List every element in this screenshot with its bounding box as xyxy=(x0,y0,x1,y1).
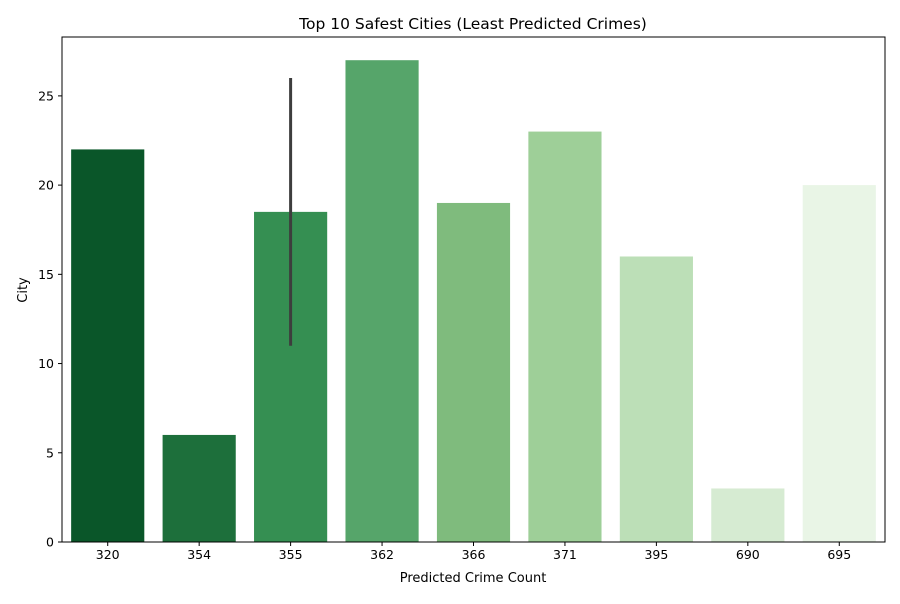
bar-354 xyxy=(162,434,236,542)
bar-395 xyxy=(619,256,693,542)
x-tick-label-395: 395 xyxy=(644,547,668,562)
chart-title: Top 10 Safest Cities (Least Predicted Cr… xyxy=(298,15,647,33)
x-tick-label-695: 695 xyxy=(827,547,851,562)
x-tick-label-690: 690 xyxy=(736,547,760,562)
y-tick-label-10: 10 xyxy=(38,356,54,371)
y-tick-label-15: 15 xyxy=(38,267,54,282)
y-axis-ticks: 0 5 10 15 20 25 xyxy=(38,88,62,550)
bar-366 xyxy=(436,202,511,542)
x-tick-label-320: 320 xyxy=(96,547,120,562)
x-tick-label-354: 354 xyxy=(187,547,211,562)
bar-690 xyxy=(711,488,785,542)
x-tick-label-366: 366 xyxy=(462,547,486,562)
x-axis-label: Predicted Crime Count xyxy=(400,571,547,586)
bars-group xyxy=(71,60,876,543)
x-tick-label-371: 371 xyxy=(553,547,577,562)
x-axis-ticks: 320 354 355 362 366 371 395 690 695 xyxy=(96,542,851,562)
x-tick-label-362: 362 xyxy=(370,547,394,562)
x-tick-label-355: 355 xyxy=(279,547,303,562)
y-tick-label-5: 5 xyxy=(46,445,54,460)
y-tick-label-0: 0 xyxy=(46,535,54,550)
bar-362 xyxy=(345,60,419,543)
y-axis-label: City xyxy=(16,277,31,303)
bar-695 xyxy=(802,185,876,542)
bar-320 xyxy=(71,149,145,542)
y-tick-label-25: 25 xyxy=(38,88,54,103)
plot-frame xyxy=(61,36,886,543)
bar-371 xyxy=(528,131,602,542)
y-tick-label-20: 20 xyxy=(38,178,54,193)
